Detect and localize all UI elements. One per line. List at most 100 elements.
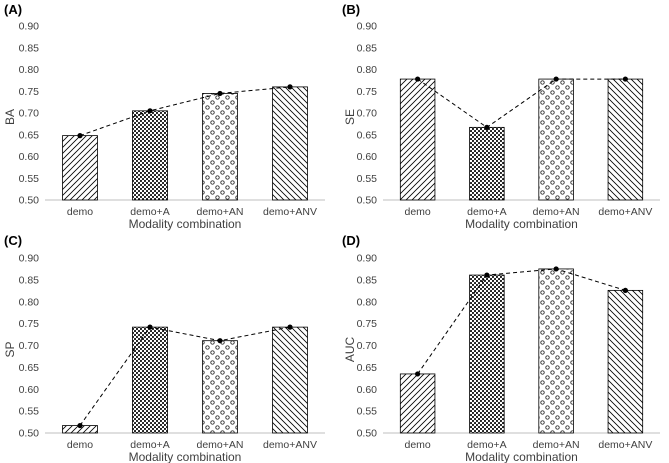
bar-demo bbox=[399, 373, 436, 434]
data-point-demo+A bbox=[147, 108, 153, 114]
category-label: demo+AN bbox=[533, 439, 580, 451]
y-tick-label: 0.70 bbox=[357, 108, 378, 120]
bar-demo+ANV bbox=[272, 326, 308, 434]
trend-line bbox=[79, 326, 291, 426]
category-label: demo+A bbox=[130, 439, 169, 451]
bar-demo bbox=[399, 78, 436, 201]
y-tick-label: 0.65 bbox=[357, 129, 378, 141]
y-tick-label: 0.85 bbox=[19, 42, 40, 54]
data-point-demo bbox=[77, 133, 83, 139]
data-point-demo bbox=[77, 422, 83, 429]
bar-demo+AN bbox=[538, 78, 574, 201]
x-axis-label: Modality combination bbox=[129, 217, 242, 231]
data-point-demo+ANV bbox=[622, 76, 628, 82]
category-label: demo bbox=[404, 439, 430, 451]
data-point-demo+AN bbox=[217, 338, 223, 344]
y-tick-label: 0.85 bbox=[19, 274, 40, 286]
x-axis-label: Modality combination bbox=[465, 217, 578, 231]
category-label: demo+ANV bbox=[263, 439, 317, 451]
y-tick-label: 0.90 bbox=[357, 253, 378, 265]
data-point-demo bbox=[415, 76, 421, 82]
y-tick-label: 0.75 bbox=[357, 318, 378, 330]
panel-label: (C) bbox=[4, 233, 22, 248]
y-tick-label: 0.90 bbox=[357, 21, 378, 33]
data-point-demo+A bbox=[484, 272, 490, 278]
x-axis-label: Modality combination bbox=[465, 450, 578, 463]
bar-demo+ANV bbox=[272, 86, 308, 201]
category-label: demo+AN bbox=[197, 439, 244, 451]
x-axis-label: Modality combination bbox=[129, 450, 242, 463]
bar-demo+A bbox=[469, 274, 505, 434]
category-label: demo+ANV bbox=[598, 439, 652, 451]
y-tick-label: 0.80 bbox=[19, 64, 40, 76]
y-tick-label: 0.60 bbox=[19, 151, 40, 163]
panel-label: (A) bbox=[4, 2, 22, 17]
y-tick-label: 0.90 bbox=[19, 21, 40, 33]
chart-panel-4: (D) 0.50 0.55 0.60 0.65 0.70 0.75 0.80 0.85 0.90 A… bbox=[342, 233, 660, 463]
category-label: demo+ANV bbox=[263, 206, 317, 218]
y-tick-label: 0.85 bbox=[357, 274, 378, 286]
y-tick-label: 0.50 bbox=[357, 195, 378, 207]
bar-demo+A bbox=[469, 126, 505, 201]
y-tick-label: 0.50 bbox=[357, 428, 378, 440]
category-label: demo+A bbox=[130, 206, 169, 218]
panel-label: (B) bbox=[342, 2, 360, 17]
y-tick-label: 0.55 bbox=[357, 173, 378, 185]
data-point-demo+ANV bbox=[622, 287, 628, 293]
category-label: demo+A bbox=[467, 206, 506, 218]
category-label: demo bbox=[404, 206, 430, 218]
data-point-demo+AN bbox=[553, 266, 559, 272]
trend-line bbox=[417, 78, 626, 128]
bar-demo+AN bbox=[538, 268, 574, 434]
bar-demo+ANV bbox=[607, 78, 644, 201]
y-axis-label: AUC bbox=[343, 337, 357, 363]
chart-panel-1: (A) 0.50 0.55 0.60 0.65 0.70 0.75 0.80 0.85 0.90 B… bbox=[3, 2, 325, 231]
category-label: demo bbox=[67, 206, 93, 218]
chart-panel-3: (C) 0.50 0.55 0.60 0.65 0.70 0.75 0.80 0.85 0.90 S… bbox=[3, 233, 325, 463]
y-tick-label: 0.60 bbox=[357, 384, 378, 396]
y-tick-label: 0.55 bbox=[19, 406, 40, 418]
bar-demo+AN bbox=[202, 93, 238, 201]
y-tick-label: 0.70 bbox=[19, 340, 40, 352]
y-tick-label: 0.60 bbox=[357, 151, 378, 163]
y-axis-label: SE bbox=[343, 109, 357, 125]
y-tick-label: 0.60 bbox=[19, 384, 40, 396]
y-tick-label: 0.55 bbox=[357, 406, 378, 418]
y-tick-label: 0.80 bbox=[357, 296, 378, 308]
panel-label: (D) bbox=[342, 233, 360, 248]
data-point-demo+A bbox=[484, 124, 490, 130]
y-tick-label: 0.65 bbox=[19, 362, 40, 374]
category-label: demo+AN bbox=[197, 206, 244, 218]
y-tick-label: 0.75 bbox=[19, 318, 40, 330]
category-label: demo+AN bbox=[533, 206, 580, 218]
bar-demo+ANV bbox=[607, 289, 644, 434]
y-tick-label: 0.50 bbox=[19, 428, 40, 440]
data-point-demo+A bbox=[147, 324, 153, 330]
category-label: demo bbox=[67, 439, 93, 451]
data-point-demo+ANV bbox=[287, 84, 293, 90]
bar-demo bbox=[62, 135, 98, 201]
trend-line bbox=[79, 86, 291, 137]
category-label: demo+A bbox=[467, 439, 506, 451]
chart-panel-2: (B) 0.50 0.55 0.60 0.65 0.70 0.75 0.80 0.85 0.90 S… bbox=[342, 2, 660, 231]
trend-line bbox=[417, 268, 626, 375]
y-tick-label: 0.90 bbox=[19, 253, 40, 265]
data-point-demo+AN bbox=[553, 76, 559, 82]
y-tick-label: 0.75 bbox=[357, 86, 378, 98]
bar-demo+A bbox=[132, 326, 168, 434]
y-tick-label: 0.50 bbox=[19, 195, 40, 207]
y-tick-label: 0.55 bbox=[19, 173, 40, 185]
y-tick-label: 0.75 bbox=[19, 86, 40, 98]
category-label: demo+ANV bbox=[598, 206, 652, 218]
bar-demo+A bbox=[132, 110, 168, 201]
y-tick-label: 0.70 bbox=[19, 108, 40, 120]
y-axis-label: SP bbox=[3, 341, 17, 357]
data-point-demo+ANV bbox=[287, 324, 293, 330]
y-tick-label: 0.70 bbox=[357, 340, 378, 352]
data-point-demo+AN bbox=[217, 90, 223, 97]
y-tick-label: 0.65 bbox=[19, 129, 40, 141]
data-point-demo bbox=[415, 371, 421, 377]
y-tick-label: 0.80 bbox=[19, 296, 40, 308]
y-tick-label: 0.80 bbox=[357, 64, 378, 76]
